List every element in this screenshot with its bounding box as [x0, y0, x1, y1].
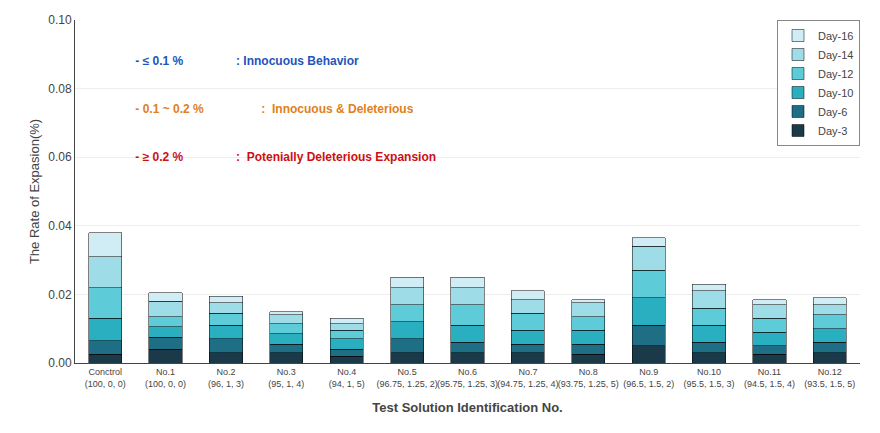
svg-text:The Rate of Expasion(%): The Rate of Expasion(%) — [27, 119, 42, 264]
svg-text:No.10(95.5, 1.5, 3): No.10(95.5, 1.5, 3) — [684, 367, 735, 389]
svg-text:No.12(93.5, 1.5, 5): No.12(93.5, 1.5, 5) — [804, 367, 855, 389]
svg-text:No.8(93.75, 1.25, 5): No.8(93.75, 1.25, 5) — [558, 367, 619, 389]
svg-text:Test Solution Identification N: Test Solution Identification No. — [372, 400, 562, 415]
svg-text:No.3(95, 1, 4): No.3(95, 1, 4) — [268, 367, 304, 389]
svg-text:Day-6: Day-6 — [818, 106, 847, 118]
svg-text:0.10: 0.10 — [48, 13, 72, 27]
svg-text:No.1(100, 0, 0): No.1(100, 0, 0) — [145, 367, 186, 389]
svg-text:No.5(96.75, 1.25, 2): No.5(96.75, 1.25, 2) — [377, 367, 438, 389]
svg-text:- ≥ 0.2 %: - ≥ 0.2 % — [132, 150, 184, 164]
svg-text:No.6(95.75, 1.25, 3): No.6(95.75, 1.25, 3) — [437, 367, 498, 389]
svg-text:- 0.1 ~ 0.2 %: - 0.1 ~ 0.2 % — [132, 102, 204, 116]
svg-text:0.02: 0.02 — [48, 288, 72, 302]
svg-text:Day-14: Day-14 — [818, 49, 853, 61]
svg-text:: Potenially Deleterious Expa: : Potenially Deleterious Expansion — [226, 150, 436, 164]
svg-text:Day-3: Day-3 — [818, 125, 847, 137]
svg-text:No.9(96.5, 1.5, 2): No.9(96.5, 1.5, 2) — [623, 367, 674, 389]
svg-text:: Innocuous Behavior: : Innocuous Behavior — [226, 54, 359, 68]
svg-text:: Innocuous & Deleterious: : Innocuous & Deleterious — [258, 102, 414, 116]
svg-text:Day-12: Day-12 — [818, 68, 853, 80]
svg-text:No.7(94.75, 1.25, 4): No.7(94.75, 1.25, 4) — [497, 367, 558, 389]
svg-text:Conctrol(100, 0, 0): Conctrol(100, 0, 0) — [85, 367, 126, 389]
svg-text:0.08: 0.08 — [48, 82, 72, 96]
svg-text:No.11(94.5, 1.5, 4): No.11(94.5, 1.5, 4) — [744, 367, 795, 389]
svg-text:Day-16: Day-16 — [818, 30, 853, 42]
svg-text:- ≤ 0.1 %: - ≤ 0.1 % — [132, 54, 184, 68]
svg-text:No.4(94, 1, 5): No.4(94, 1, 5) — [329, 367, 365, 389]
svg-text:0.00: 0.00 — [48, 356, 72, 370]
svg-text:Day-10: Day-10 — [818, 87, 853, 99]
svg-text:No.2(96, 1, 3): No.2(96, 1, 3) — [208, 367, 244, 389]
svg-text:0.04: 0.04 — [48, 219, 72, 233]
svg-text:0.06: 0.06 — [48, 150, 72, 164]
